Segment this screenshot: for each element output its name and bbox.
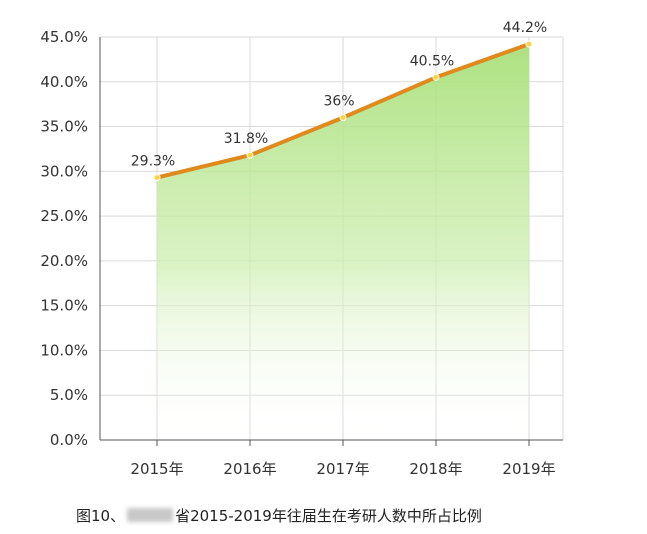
data-point [525, 40, 533, 48]
series-line-segment [155, 153, 252, 180]
series-line-segment [248, 115, 345, 158]
series-line-segment [434, 42, 531, 80]
data-point [432, 73, 440, 81]
data-point [246, 151, 254, 159]
figure-caption: 图10、 省2015-2019年往届生在考研人数中所占比例 [76, 505, 482, 526]
redacted-region [127, 508, 174, 522]
y-tick-label: 45.0% [40, 28, 88, 46]
caption-prefix: 图10、 [76, 507, 126, 525]
caption-suffix: 省2015-2019年往届生在考研人数中所占比例 [175, 507, 482, 525]
data-point [153, 174, 161, 182]
chart: 0.0% 5.0% 10.0% 15.0% 20.0% 25.0% 30.0% 35.0% 40… [40, 20, 564, 478]
data-point [339, 114, 347, 122]
y-tick-label: 10.0% [40, 341, 88, 359]
series-area [157, 44, 529, 441]
x-tick-label: 2018年 [409, 460, 462, 478]
data-label: 36% [323, 94, 354, 110]
data-label: 31.8% [224, 131, 268, 147]
y-tick-label: 30.0% [40, 162, 88, 180]
y-tick-label: 0.0% [50, 431, 88, 449]
y-tick-label: 5.0% [50, 386, 88, 404]
y-tick-label: 15.0% [40, 297, 88, 315]
x-tick-label: 2015年 [130, 460, 183, 478]
y-tick-label: 35.0% [40, 118, 88, 136]
data-label: 40.5% [410, 53, 454, 69]
x-tick-label: 2019年 [502, 460, 555, 478]
y-tick-label: 20.0% [40, 252, 88, 270]
y-tick-label: 25.0% [40, 207, 88, 225]
y-tick-label: 40.0% [40, 73, 88, 91]
series-line-segment [341, 75, 438, 120]
x-tick-label: 2017年 [316, 460, 369, 478]
data-label: 44.2% [503, 20, 547, 36]
x-tick-label: 2016年 [223, 460, 276, 478]
data-label: 29.3% [131, 154, 175, 170]
